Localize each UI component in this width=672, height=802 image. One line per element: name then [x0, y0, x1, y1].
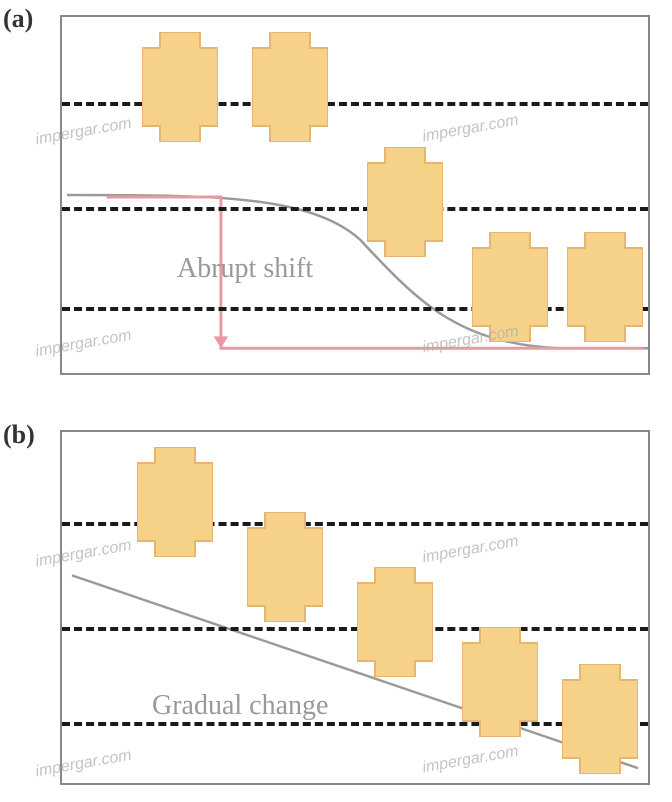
- arrow-down-icon: [214, 336, 228, 348]
- threshold-line: [62, 307, 648, 311]
- block-shape: [562, 664, 638, 774]
- panel-a-label: (a): [3, 4, 33, 34]
- block-shape: [367, 147, 443, 257]
- block-shape: [252, 32, 328, 142]
- block-shape: [137, 447, 213, 557]
- panel-b-caption: Gradual change: [152, 690, 328, 722]
- smooth-curve: [67, 195, 648, 348]
- block-shape: [142, 32, 218, 142]
- trend-line: [72, 575, 638, 768]
- panel-a-caption: Abrupt shift: [177, 253, 313, 285]
- block-shape: [357, 567, 433, 677]
- threshold-line: [62, 722, 648, 726]
- panel-b-label: (b): [3, 420, 35, 450]
- threshold-line: [62, 207, 648, 211]
- block-shape: [567, 232, 643, 342]
- block-shape: [472, 232, 548, 342]
- panel-a: Abrupt shift: [60, 15, 650, 375]
- threshold-line: [62, 627, 648, 631]
- panel-b: Gradual change: [60, 430, 650, 785]
- block-shape: [462, 627, 538, 737]
- block-shape: [247, 512, 323, 622]
